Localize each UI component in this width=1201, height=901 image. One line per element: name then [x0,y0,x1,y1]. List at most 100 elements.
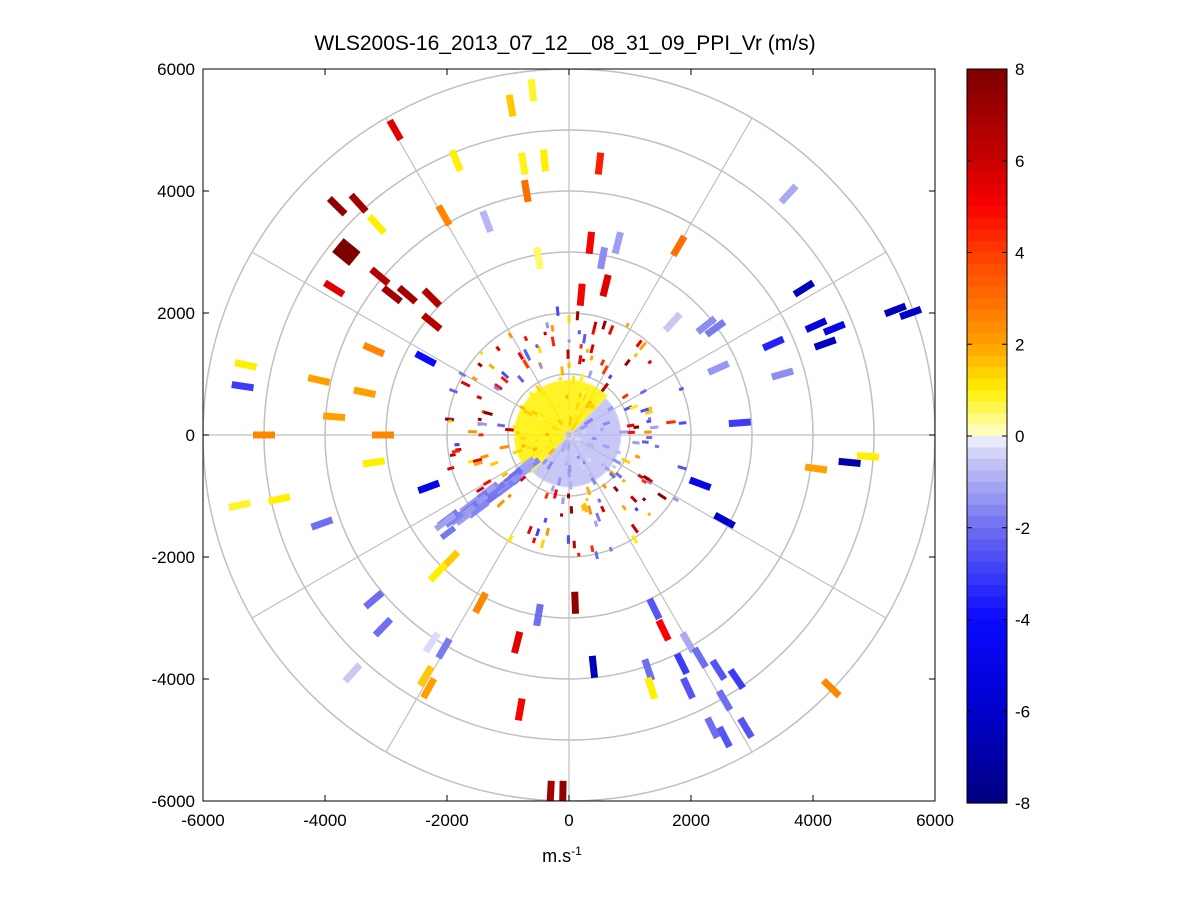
near-field-speckle [575,441,581,447]
near-field-speckle [572,408,577,413]
velocity-segment [695,315,718,335]
near-field-speckle [483,410,493,417]
near-field-speckle [488,363,495,370]
colorbar-segment [967,470,1007,483]
plume-segment [444,511,464,528]
near-field-speckle [672,496,680,503]
velocity-segment [599,274,612,298]
chart-title: WLS200S-16_2013_07_12__08_31_09_PPI_Vr (… [314,32,815,55]
velocity-segment [899,306,923,320]
near-field-speckle [602,443,610,449]
near-field-speckle [567,493,571,499]
near-field-speckle [545,322,550,329]
near-field-speckle [623,405,633,412]
velocity-segment [326,196,348,217]
velocity-segment [479,209,494,234]
near-field-speckle [585,497,589,502]
near-field-speckle [557,419,564,426]
velocity-segment [267,493,291,505]
near-field-speckle [475,486,485,494]
colorbar-segment [967,229,1007,242]
near-field-speckle [526,525,533,535]
colorbar-segment [967,573,1007,586]
velocity-segment [348,192,369,214]
velocity-segment [737,716,755,740]
near-field-speckle [594,551,599,560]
velocity-segment [770,367,795,381]
colorbar-segment [967,527,1007,540]
near-field-speckle [611,464,617,470]
near-field-speckle [677,465,687,471]
colorbar-segment [967,91,1007,105]
near-field-speckle [579,423,588,431]
velocity-segment [231,381,255,392]
velocity-segment [688,476,712,491]
colorbar-segment [967,126,1007,139]
colorbar-segment [967,436,1007,449]
near-field-speckle [586,456,592,463]
velocity-segment [704,716,721,740]
near-field-speckle [569,395,574,399]
x-axis-label: m.s-1 [542,844,582,866]
colorbar-segment [967,149,1007,162]
near-field-speckle [621,504,627,511]
near-field-speckle [531,409,538,416]
near-field-speckle [646,419,652,424]
near-field-speckle [494,383,503,391]
colorbar-segment [967,183,1007,196]
near-field-speckle [654,444,660,449]
velocity-segment [709,658,728,682]
near-field-speckle [647,359,653,365]
colorbar-segment [967,458,1007,472]
velocity-segment [322,279,346,298]
plume-segment [433,512,457,532]
near-field-speckle [600,382,610,393]
colorbar-segment [967,619,1007,632]
near-field-speckle [608,471,616,479]
near-field-speckle [629,495,638,503]
colorbar-segment [967,757,1007,770]
near-field-speckle [632,440,640,445]
y-tick-label: 6000 [157,60,195,79]
near-field-speckle [528,390,535,398]
near-field-speckle [647,416,652,421]
near-field-speckle [555,306,560,316]
near-field-speckle [609,469,617,477]
near-field-speckle [448,419,452,423]
velocity-segment [307,374,331,386]
near-field-speckle [557,404,563,414]
near-field-speckle [478,433,484,437]
colorbar-tick-label: 8 [1015,60,1024,79]
near-field-speckle [549,421,557,429]
colorbar-segment [967,195,1007,208]
near-field-speckle [550,324,555,332]
grid-ring [324,190,814,680]
near-field-speckle [614,471,623,479]
grid-ring [446,312,692,558]
colorbar-segment [967,344,1007,357]
near-field-speckle [572,540,576,549]
near-field-speckle [521,444,526,448]
velocity-segment [362,457,386,468]
near-field-speckle [517,374,525,384]
near-field-speckle [460,380,471,388]
near-field-speckle [519,475,527,482]
near-field-speckle [606,405,614,412]
colorbar-segment [967,562,1007,575]
colorbar-segment [967,791,1007,804]
colorbar-segment [967,653,1007,666]
near-field-speckle [567,315,571,324]
colorbar-segment [967,263,1007,277]
near-field-speckle [657,492,667,501]
y-tick-label: -2000 [152,548,195,567]
colorbar-segment [967,630,1007,644]
velocity-segment [396,284,418,305]
near-field-speckle [564,439,570,450]
velocity-data [228,79,923,801]
near-field-speckle [587,423,597,429]
velocity-segment [571,591,579,614]
near-field-speckle [644,430,652,434]
near-field-speckle [477,421,488,427]
near-field-speckle [620,457,631,465]
near-field-speckle [641,440,649,444]
